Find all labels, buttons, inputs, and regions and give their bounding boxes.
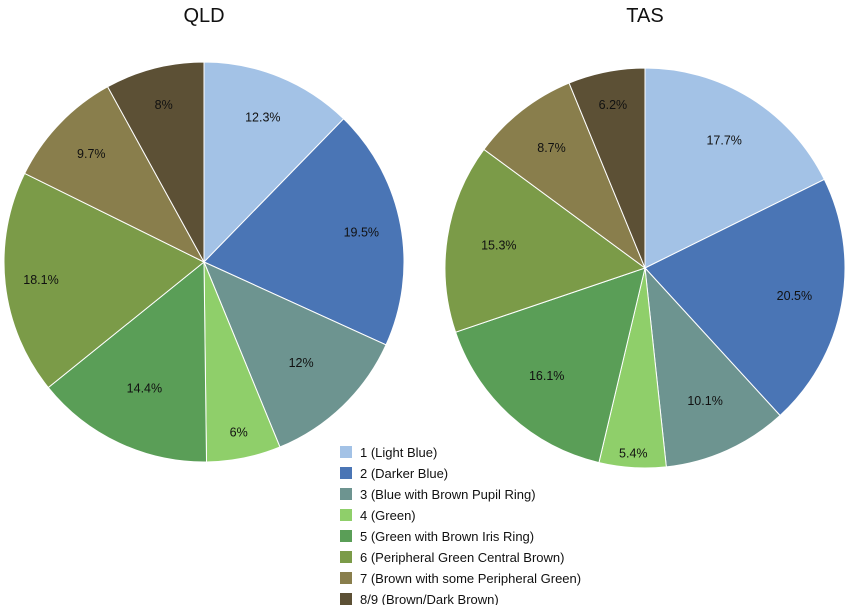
legend-label-blue-brown-pupil-ring: 3 (Blue with Brown Pupil Ring) bbox=[360, 487, 536, 502]
pie-slice-tas-peripheral-green-central-brown bbox=[444, 148, 647, 333]
pie-slice-qld-blue-brown-pupil-ring bbox=[203, 261, 387, 448]
legend-swatch-green-brown-iris-ring bbox=[340, 530, 352, 542]
slice-label-tas-peripheral-green-central-brown: 15.3% bbox=[481, 238, 516, 252]
pie-slice-qld-green-brown-iris-ring bbox=[47, 260, 208, 463]
chart-title-qld: QLD bbox=[183, 5, 224, 27]
legend-label-darker-blue: 2 (Darker Blue) bbox=[360, 466, 448, 481]
pie-slice-qld-brown-peripheral-green bbox=[24, 86, 206, 264]
legend-label-brown-dark-brown: 8/9 (Brown/Dark Brown) bbox=[360, 592, 499, 605]
pie-slice-tas-light-blue bbox=[644, 67, 825, 269]
slice-label-tas-green-brown-iris-ring: 16.1% bbox=[529, 369, 564, 383]
legend-swatch-blue-brown-pupil-ring bbox=[340, 488, 352, 500]
legend-swatch-darker-blue bbox=[340, 467, 352, 479]
slice-label-qld-blue-brown-pupil-ring: 12% bbox=[289, 356, 314, 370]
chart-title-tas: TAS bbox=[626, 5, 663, 27]
legend-label-light-blue: 1 (Light Blue) bbox=[360, 445, 437, 460]
pie-chart-tas: 17.7% 20.5% 10.1% 5.4% 16.1% 15.3% 8.7% 6.2% bbox=[444, 67, 846, 469]
slice-label-qld-brown-dark-brown: 8% bbox=[155, 98, 173, 112]
slice-label-tas-brown-dark-brown: 6.2% bbox=[599, 98, 628, 112]
slice-label-tas-blue-brown-pupil-ring: 10.1% bbox=[687, 394, 722, 408]
slice-label-qld-green: 6% bbox=[230, 426, 248, 440]
legend-swatch-green bbox=[340, 509, 352, 521]
slice-label-qld-green-brown-iris-ring: 14.4% bbox=[127, 382, 162, 396]
legend-swatch-peripheral-green-central-brown bbox=[340, 551, 352, 563]
slice-label-qld-darker-blue: 19.5% bbox=[344, 226, 379, 240]
slice-label-tas-green: 5.4% bbox=[619, 447, 648, 461]
slice-label-tas-light-blue: 17.7% bbox=[706, 134, 741, 148]
pie-slice-qld-brown-dark-brown bbox=[106, 61, 205, 263]
legend-swatch-brown-dark-brown bbox=[340, 593, 352, 605]
legend-label-green-brown-iris-ring: 5 (Green with Brown Iris Ring) bbox=[360, 529, 534, 544]
pie-slice-qld-darker-blue bbox=[203, 118, 405, 346]
legend-swatch-light-blue bbox=[340, 446, 352, 458]
legend-label-green: 4 (Green) bbox=[360, 508, 416, 523]
pie-slice-tas-brown-dark-brown bbox=[568, 67, 646, 269]
slice-label-qld-peripheral-green-central-brown: 18.1% bbox=[23, 273, 58, 287]
pie-slice-tas-blue-brown-pupil-ring bbox=[644, 266, 781, 468]
slice-label-qld-brown-peripheral-green: 9.7% bbox=[77, 147, 106, 161]
slice-label-tas-brown-peripheral-green: 8.7% bbox=[537, 141, 566, 155]
legend-label-brown-peripheral-green: 7 (Brown with some Peripheral Green) bbox=[360, 571, 581, 586]
pie-slice-tas-brown-peripheral-green bbox=[483, 82, 647, 270]
legend-label-peripheral-green-central-brown: 6 (Peripheral Green Central Brown) bbox=[360, 550, 564, 565]
legend-swatch-brown-peripheral-green bbox=[340, 572, 352, 584]
pie-chart-qld: 12.3% 19.5% 12% 6% 14.4% 18.1% 9.7% 8% bbox=[3, 61, 405, 463]
pie-slice-qld-peripheral-green-central-brown bbox=[3, 172, 205, 389]
legend: 1 (Light Blue) 2 (Darker Blue) 3 (Blue wit… bbox=[340, 445, 581, 605]
slice-label-qld-light-blue: 12.3% bbox=[245, 111, 280, 125]
slice-label-tas-darker-blue: 20.5% bbox=[777, 289, 812, 303]
pie-slice-tas-darker-blue bbox=[644, 178, 846, 417]
pie-slice-qld-light-blue bbox=[203, 61, 345, 264]
